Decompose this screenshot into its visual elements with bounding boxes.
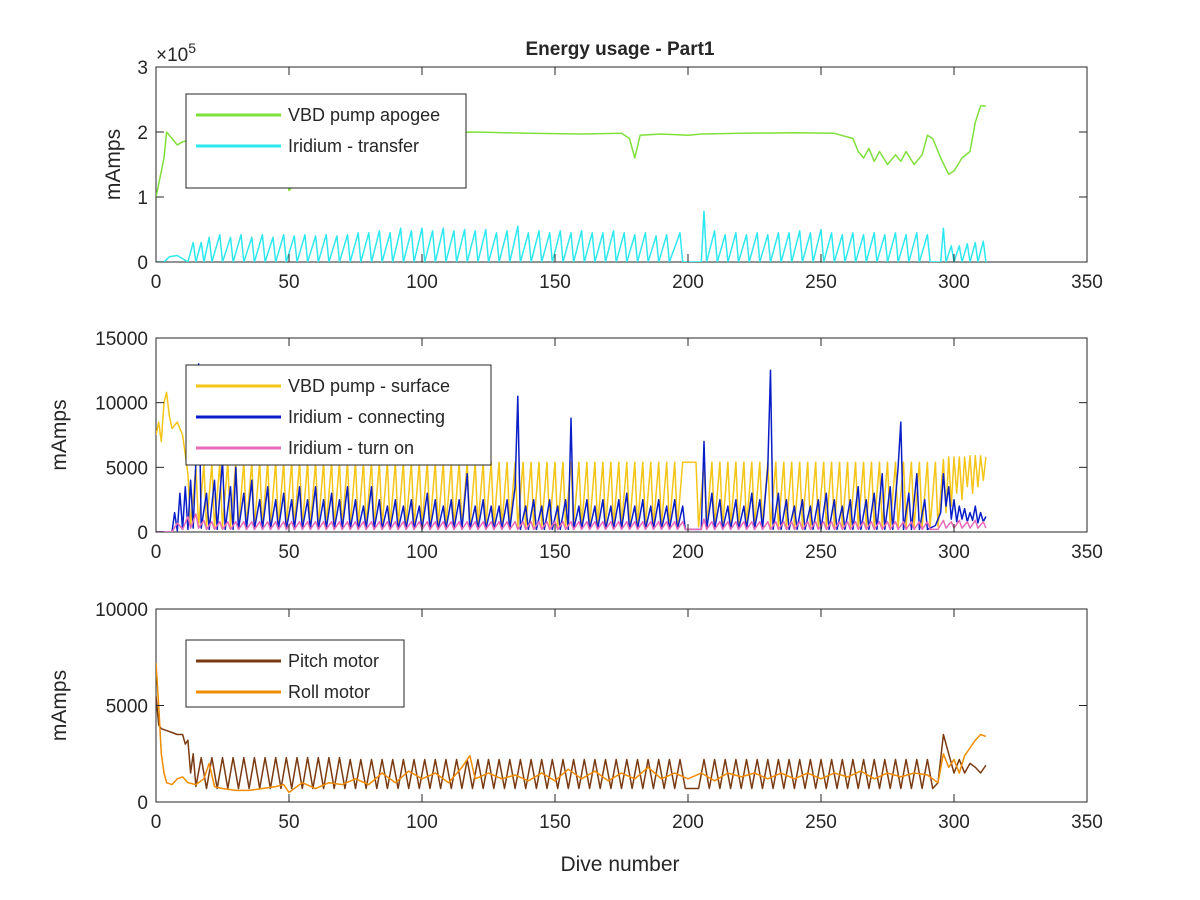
legend-entry-3: Iridium - turn on — [288, 438, 414, 458]
y-axis-label: mAmps — [48, 399, 71, 470]
x-tick-label: 50 — [278, 272, 299, 293]
legend-entry-2: Roll motor — [288, 682, 370, 702]
legend-entry-1: VBD pump - surface — [288, 376, 450, 396]
y-tick-label: 0 — [137, 523, 148, 544]
legend: Pitch motor Roll motor — [186, 640, 404, 707]
y-tick-label: 10000 — [95, 600, 148, 621]
x-tick-label: 100 — [406, 542, 438, 563]
x-tick-label: 0 — [151, 542, 162, 563]
y-tick-label: 10000 — [95, 394, 148, 415]
x-tick-label: 200 — [672, 812, 704, 833]
legend-entry-1: Pitch motor — [288, 651, 379, 671]
subplot-2: 0 50 100 150 200 250 300 350 0 5000 10000 15000 mAmp… — [48, 329, 1103, 563]
figure-title: Energy usage - Part1 — [525, 39, 714, 60]
x-tick-label: 100 — [406, 272, 438, 293]
y-tick-label: 3 — [137, 58, 148, 79]
x-tick-label: 300 — [938, 272, 970, 293]
legend: VBD pump - surface Iridium - connecting Ir… — [186, 365, 491, 465]
x-tick-label: 150 — [539, 272, 571, 293]
y-axis-label: mAmps — [102, 129, 125, 200]
x-tick-label: 300 — [938, 812, 970, 833]
y-axis-label: mAmps — [48, 670, 71, 741]
x-tick-label: 100 — [406, 812, 438, 833]
x-axis-label: Dive number — [560, 853, 679, 876]
y-tick-label: 5000 — [106, 458, 148, 479]
y-tick-label: 0 — [137, 793, 148, 814]
x-tick-label: 350 — [1071, 272, 1103, 293]
x-tick-label: 200 — [672, 272, 704, 293]
subplot-3: 0 50 100 150 200 250 300 350 0 5000 10000 mAmps Pitc… — [48, 600, 1103, 833]
x-tick-label: 150 — [539, 542, 571, 563]
x-tick-label: 350 — [1071, 542, 1103, 563]
y-tick-label: 2 — [137, 123, 148, 144]
legend-entry-2: Iridium - connecting — [288, 407, 445, 427]
x-tick-label: 200 — [672, 542, 704, 563]
y-tick-label: 1 — [137, 188, 148, 209]
x-tick-label: 300 — [938, 542, 970, 563]
y-tick-label: 15000 — [95, 329, 148, 350]
x-tick-label: 250 — [805, 812, 837, 833]
x-tick-label: 0 — [151, 812, 162, 833]
x-tick-label: 50 — [278, 542, 299, 563]
x-tick-label: 50 — [278, 812, 299, 833]
legend-entry-1: VBD pump apogee — [288, 105, 440, 125]
x-tick-label: 250 — [805, 542, 837, 563]
x-tick-label: 350 — [1071, 812, 1103, 833]
legend: VBD pump apogee Iridium - transfer — [186, 94, 466, 188]
legend-entry-2: Iridium - transfer — [288, 136, 419, 156]
x-tick-label: 250 — [805, 272, 837, 293]
x-tick-label: 150 — [539, 812, 571, 833]
x-tick-label: 0 — [151, 272, 162, 293]
figure: Energy usage - Part1 Dive number 0 50 100 1… — [0, 0, 1200, 900]
y-tick-label: 5000 — [106, 697, 148, 718]
y-tick-label: 0 — [137, 253, 148, 274]
